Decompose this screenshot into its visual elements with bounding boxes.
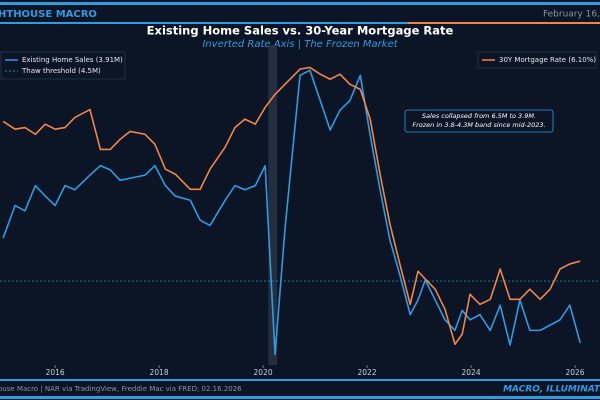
x-tick-label: 2016: [46, 368, 65, 377]
x-tick-label: 2024: [462, 368, 481, 377]
header-rule-accent: [408, 22, 600, 24]
footer-rule: [0, 379, 600, 381]
brand: HTHOUSE MACRO: [0, 9, 97, 20]
tagline: MACRO, ILLUMINAT: [503, 385, 600, 395]
legend-label: 30Y Mortgage Rate (6.10%): [499, 56, 596, 64]
x-tick-label: 2022: [358, 368, 377, 377]
legend-left: Existing Home Sales (3.91M) Thaw threshol…: [0, 51, 126, 80]
shaded-period: [268, 45, 278, 365]
legend-label: Existing Home Sales (3.91M): [22, 56, 123, 64]
series-line: [2, 66, 581, 346]
x-tick-label: 2018: [150, 368, 169, 377]
legend-box: [0, 51, 126, 80]
annotation: Sales collapsed from 6.5M to 3.9M.: [422, 112, 536, 120]
chart-subtitle: Inverted Rate Axis | The Frozen Market: [202, 39, 398, 50]
bottom-rule: [0, 396, 600, 399]
header-rule: [0, 22, 408, 24]
date: February 16,: [543, 10, 600, 20]
source: ouse Macro | NAR via TradingView, Freddi…: [0, 385, 242, 393]
x-tick-label: 2020: [254, 368, 273, 377]
x-tick-label: 2026: [565, 368, 584, 377]
legend-right: 30Y Mortgage Rate (6.10%): [477, 51, 597, 69]
plot-area: 2016 2018 2020 2022 2024 2026 Existing Home Sa…: [0, 45, 600, 377]
legend-label: Thaw threshold (4.5M): [21, 67, 101, 75]
chart-title: Existing Home Sales vs. 30-Year Mortgage…: [147, 24, 454, 38]
annotation-box: [404, 109, 554, 133]
annotation: Frozen in 3.8-4.3M band since mid-2023.: [412, 121, 545, 129]
series-line: [2, 69, 582, 356]
legend-box: [477, 51, 597, 69]
top-rule: [0, 2, 600, 5]
